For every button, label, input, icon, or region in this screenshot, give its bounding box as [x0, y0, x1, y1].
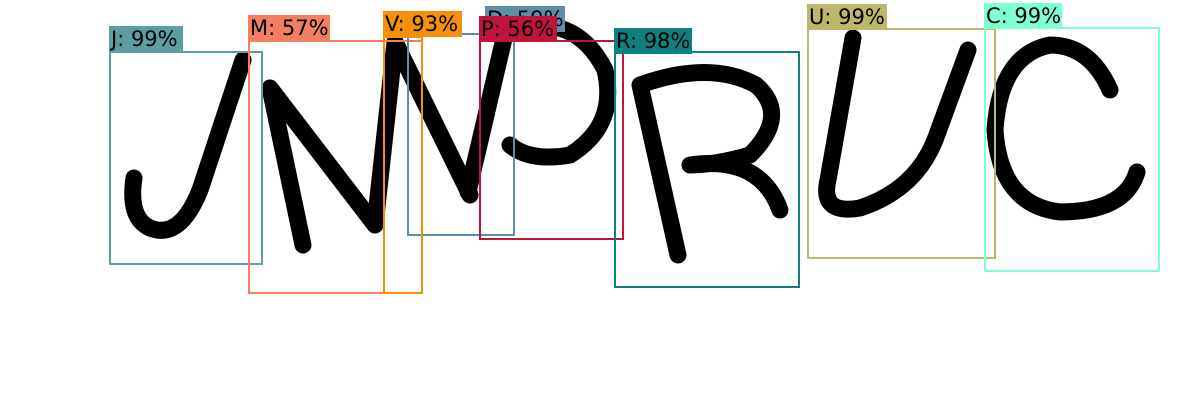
bounding-box	[984, 27, 1160, 272]
detection-label: R: 98%	[614, 28, 692, 54]
detection-label: V: 93%	[383, 11, 462, 37]
glyph-u	[818, 29, 977, 218]
glyph-m	[261, 33, 479, 254]
detection-label: J: 99%	[109, 26, 183, 52]
detection-label: M: 57%	[248, 15, 330, 41]
detection-label: C: 99%	[984, 3, 1062, 29]
glyph-j	[124, 51, 252, 239]
bounding-box	[479, 40, 624, 240]
glyph-r	[631, 64, 789, 264]
detection-label: U: 99%	[807, 4, 887, 30]
bounding-box	[614, 51, 800, 288]
bounding-box	[383, 36, 423, 294]
detection-label: P: 56%	[479, 16, 557, 42]
bounding-box	[807, 28, 996, 259]
bounding-box	[109, 51, 263, 265]
